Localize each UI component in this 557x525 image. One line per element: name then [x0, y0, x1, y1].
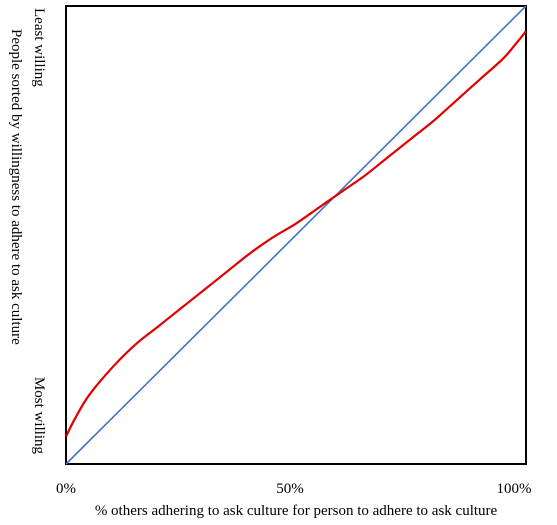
series-line-blue: [65, 5, 527, 465]
x-axis-label: % others adhering to ask culture for per…: [95, 503, 498, 519]
y-end-label-top: Least willing: [31, 8, 47, 87]
x-tick-label-50: 50%: [276, 481, 304, 497]
plot-frame: [65, 5, 527, 465]
y-end-label-bottom: Most willing: [31, 377, 47, 455]
x-tick-label-0: 0%: [56, 481, 76, 497]
series-line-red: [65, 30, 527, 438]
x-tick-label-100: 100%: [497, 481, 532, 497]
series-layer: [65, 5, 527, 465]
y-axis-label: People sorted by willingness to adhere t…: [8, 29, 24, 345]
